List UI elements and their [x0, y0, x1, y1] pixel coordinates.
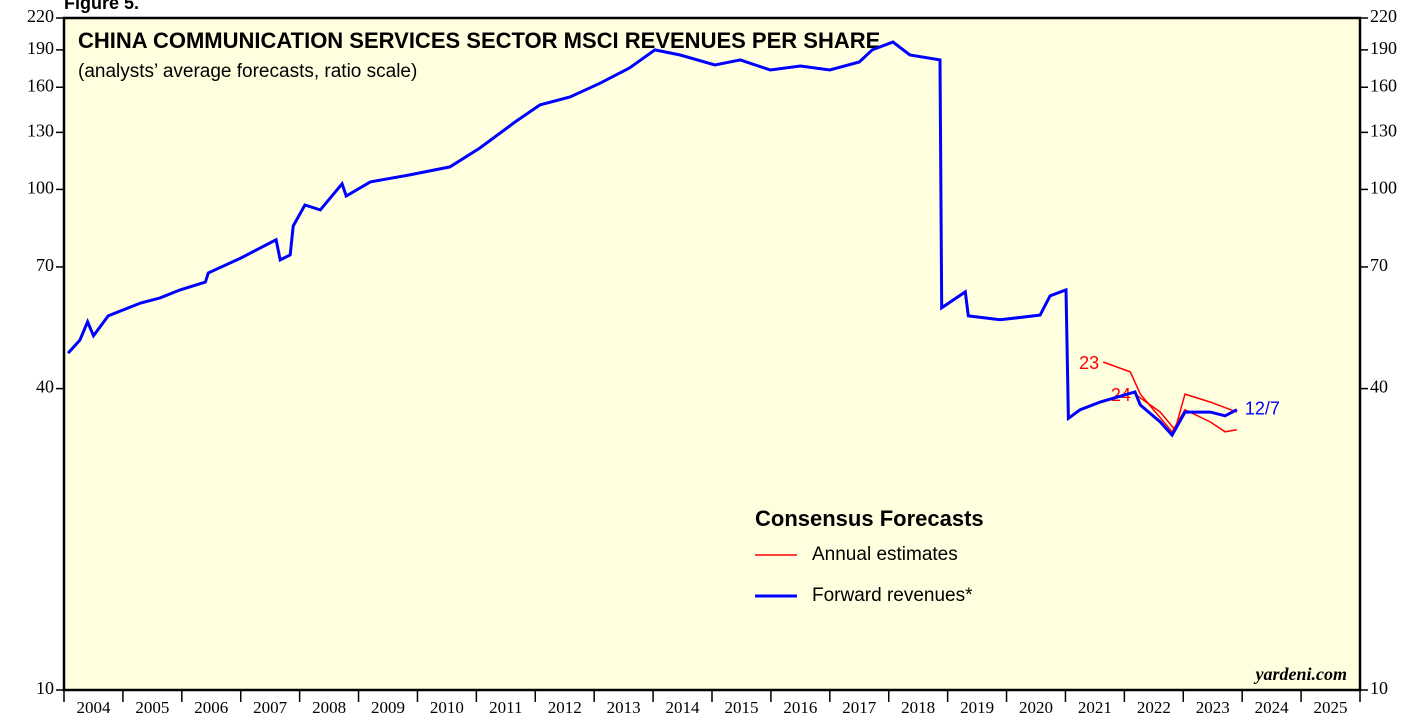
x-tick-label: 2011 [489, 698, 522, 717]
x-tick-label: 2024 [1255, 698, 1290, 717]
x-tick-label: 2012 [548, 698, 582, 717]
y2-tick-label: 70 [1370, 255, 1388, 275]
line-label: 12/7 [1245, 398, 1280, 418]
source: yardeni.com [1254, 664, 1348, 684]
y2-tick-label: 220 [1370, 6, 1397, 26]
figure-label: Figure 5. [64, 0, 139, 13]
x-tick-label: 2023 [1196, 698, 1230, 717]
x-tick-label: 2005 [135, 698, 169, 717]
chart-title: CHINA COMMUNICATION SERVICES SECTOR MSCI… [78, 28, 880, 53]
plot-area [62, 16, 1362, 692]
y-tick-label: 10 [36, 678, 54, 698]
x-tick-label: 2014 [666, 698, 701, 717]
y2-tick-label: 190 [1370, 38, 1397, 58]
legend-label: Forward revenues* [812, 585, 973, 606]
x-tick-label: 2022 [1137, 698, 1171, 717]
line-label: 23 [1079, 353, 1099, 373]
legend-title: Consensus Forecasts [755, 506, 984, 531]
x-tick-label: 2004 [76, 698, 111, 717]
x-tick-label: 2018 [901, 698, 935, 717]
y2-tick-label: 40 [1370, 377, 1388, 397]
y-tick-label: 190 [27, 38, 54, 58]
x-tick-label: 2007 [253, 698, 288, 717]
x-tick-label: 2016 [783, 698, 817, 717]
y-tick-label: 130 [27, 120, 54, 140]
series-line [66, 40, 1238, 438]
legend-label: Annual estimates [812, 544, 958, 565]
y2-tick-label: 160 [1370, 75, 1397, 95]
y-tick-label: 160 [27, 75, 54, 95]
y-tick-label: 100 [27, 178, 54, 198]
x-tick-label: 2015 [724, 698, 758, 717]
x-tick-label: 2013 [607, 698, 641, 717]
series-line [1134, 393, 1238, 432]
x-tick-label: 2025 [1314, 698, 1348, 717]
x-tick-label: 2021 [1078, 698, 1112, 717]
chart-subtitle: (analysts’ average forecasts, ratio scal… [78, 61, 417, 82]
x-tick-label: 2008 [312, 698, 346, 717]
x-tick-label: 2019 [960, 698, 994, 717]
y-tick-label: 220 [27, 6, 54, 26]
x-tick-label: 2020 [1019, 698, 1053, 717]
y2-tick-label: 100 [1370, 178, 1397, 198]
x-tick-label: 2010 [430, 698, 464, 717]
y2-tick-label: 130 [1370, 120, 1397, 140]
x-tick-label: 2006 [194, 698, 228, 717]
x-tick-label: 2009 [371, 698, 405, 717]
y-tick-label: 40 [36, 377, 54, 397]
y2-tick-label: 10 [1370, 678, 1388, 698]
x-tick-label: 2017 [842, 698, 877, 717]
y-tick-label: 70 [36, 255, 54, 275]
